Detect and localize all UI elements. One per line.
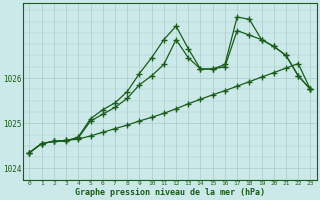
X-axis label: Graphe pression niveau de la mer (hPa): Graphe pression niveau de la mer (hPa)	[75, 188, 265, 197]
